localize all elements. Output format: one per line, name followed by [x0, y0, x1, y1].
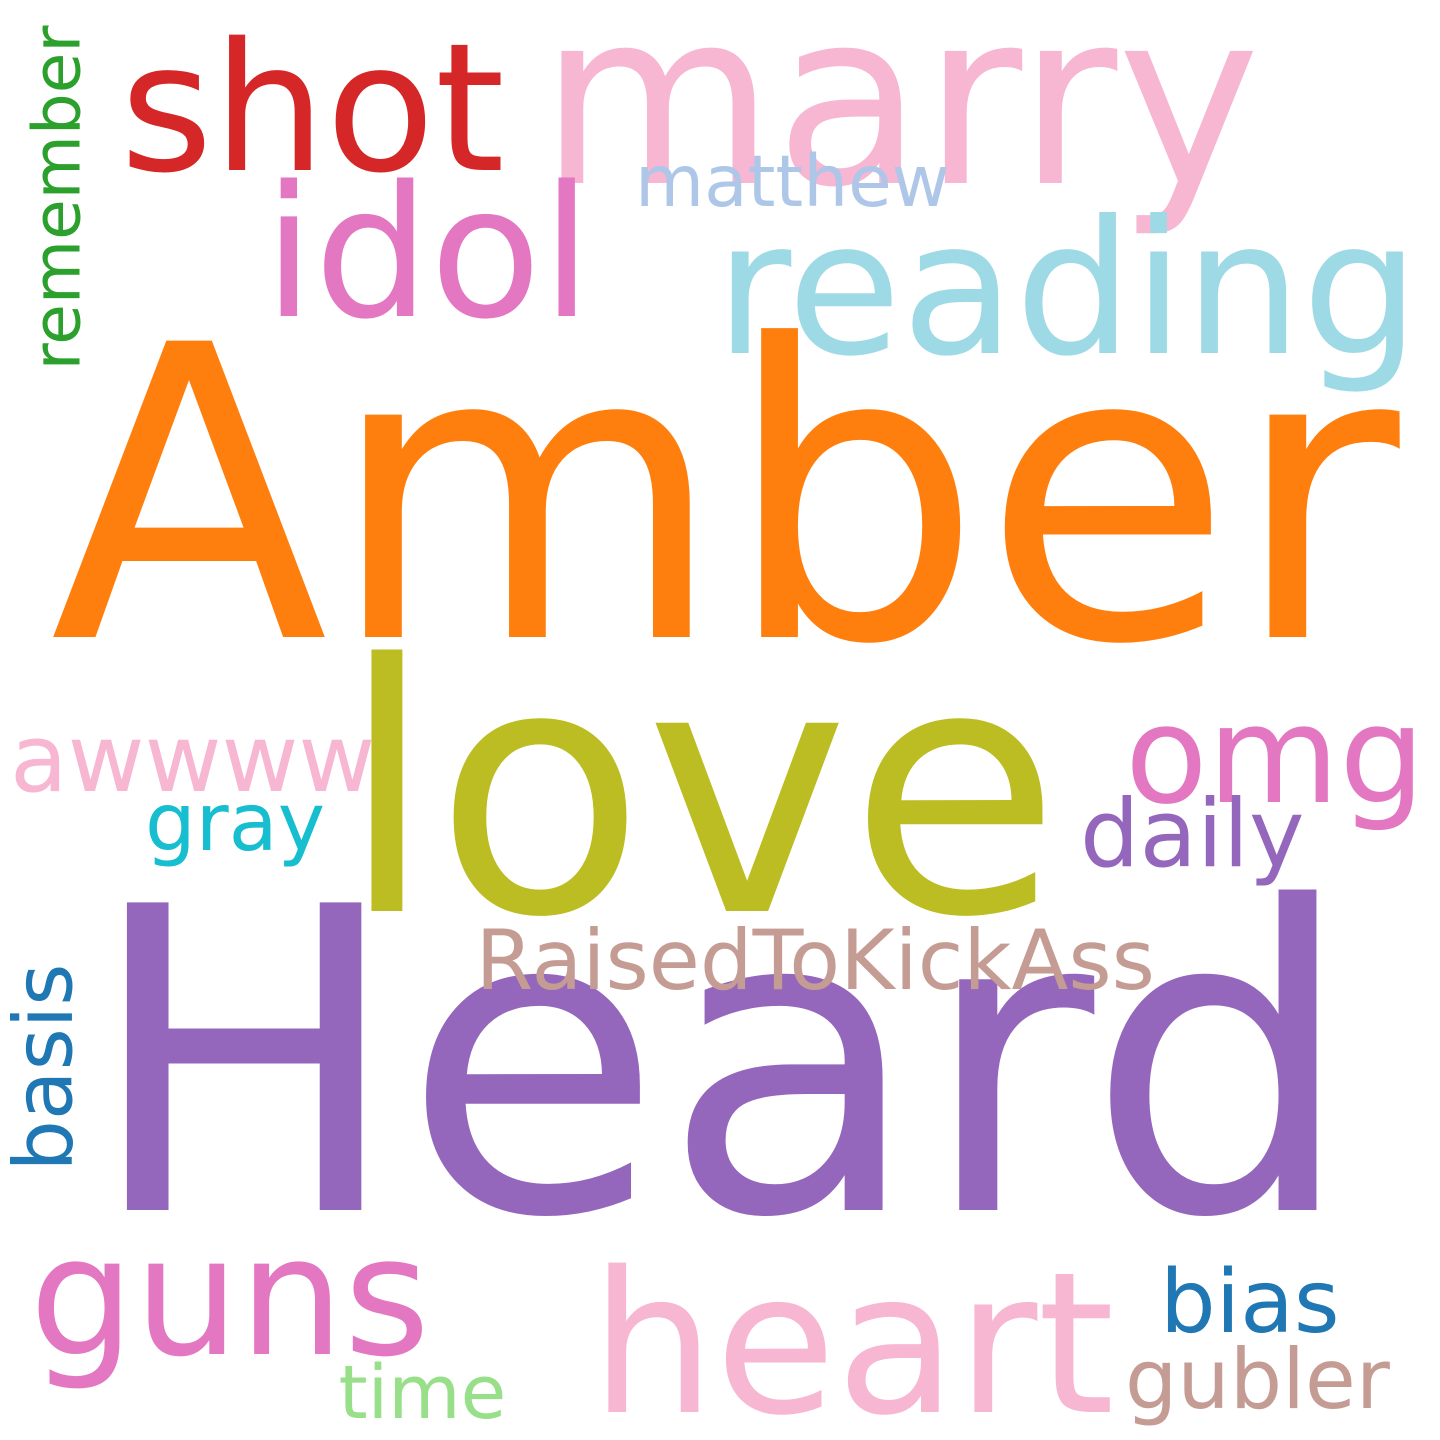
word-basis: basis: [0, 963, 92, 1172]
word-heart: heart: [590, 1229, 1115, 1440]
word-gubler: gubler: [1125, 1331, 1390, 1428]
word-awwww: awwww: [10, 705, 376, 814]
word-reading: reading: [715, 181, 1420, 397]
word-idol: idol: [263, 146, 592, 359]
word-heard: Heard: [85, 818, 1355, 1310]
word-love: love: [339, 591, 1061, 993]
word-raisedtokickass: RaisedToKickAss: [475, 911, 1155, 1009]
word-gray: gray: [145, 775, 326, 869]
word-daily: daily: [1080, 780, 1305, 889]
word-omg: omg: [1125, 676, 1426, 834]
word-shot: shot: [120, 6, 505, 213]
word-amber: Amber: [50, 260, 1400, 733]
word-remember: remember: [18, 25, 96, 370]
word-bias: bias: [1160, 1250, 1340, 1353]
word-time: time: [338, 1348, 507, 1436]
word-guns: guns: [29, 1201, 431, 1393]
word-matthew: matthew: [635, 140, 950, 223]
word-marry: marry: [539, 0, 1261, 240]
